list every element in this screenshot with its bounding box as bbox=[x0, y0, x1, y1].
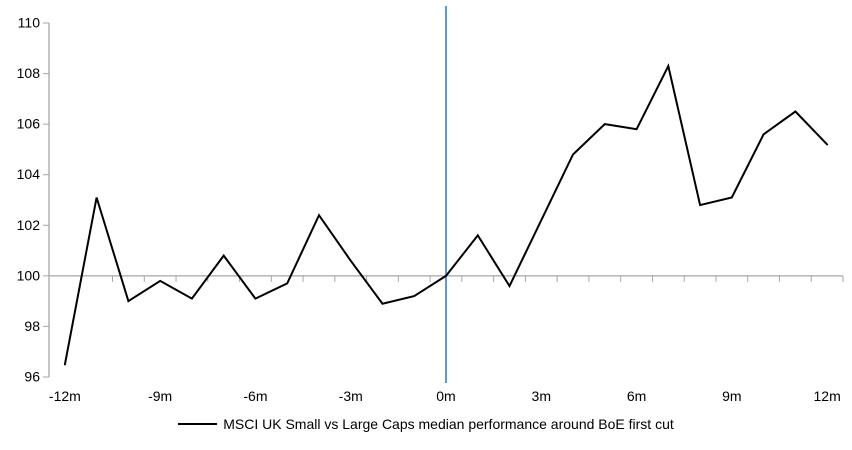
x-axis-label: 12m bbox=[814, 388, 841, 404]
y-axis-label: 104 bbox=[17, 166, 41, 182]
legend-line-sample bbox=[178, 423, 218, 425]
y-axis-label: 110 bbox=[18, 15, 41, 31]
x-axis-label: 0m bbox=[436, 388, 455, 404]
x-axis-label: -9m bbox=[148, 388, 172, 404]
series-line bbox=[63, 63, 829, 366]
x-axis-label: -6m bbox=[243, 388, 267, 404]
chart-legend: MSCI UK Small vs Large Caps median perfo… bbox=[0, 416, 852, 432]
x-axis-label: -12m bbox=[49, 388, 81, 404]
x-axis-label: 3m bbox=[532, 388, 551, 404]
y-axis-label: 100 bbox=[17, 267, 41, 283]
y-axis-label: 106 bbox=[17, 116, 41, 132]
y-axis-label: 96 bbox=[24, 369, 40, 385]
y-axis-label: 102 bbox=[17, 217, 41, 233]
line-chart-plot: 110 108 106 104 102 100 98 96 -12m -9m -6m -3m 0m 3m 6… bbox=[17, 6, 844, 404]
x-axis-label: -3m bbox=[339, 388, 363, 404]
x-axis-label: 6m bbox=[627, 388, 646, 404]
legend-label: MSCI UK Small vs Large Caps median perfo… bbox=[223, 416, 674, 432]
y-axis-label: 98 bbox=[24, 318, 40, 334]
x-axis-label: 9m bbox=[722, 388, 741, 404]
y-axis-label: 108 bbox=[17, 65, 41, 81]
